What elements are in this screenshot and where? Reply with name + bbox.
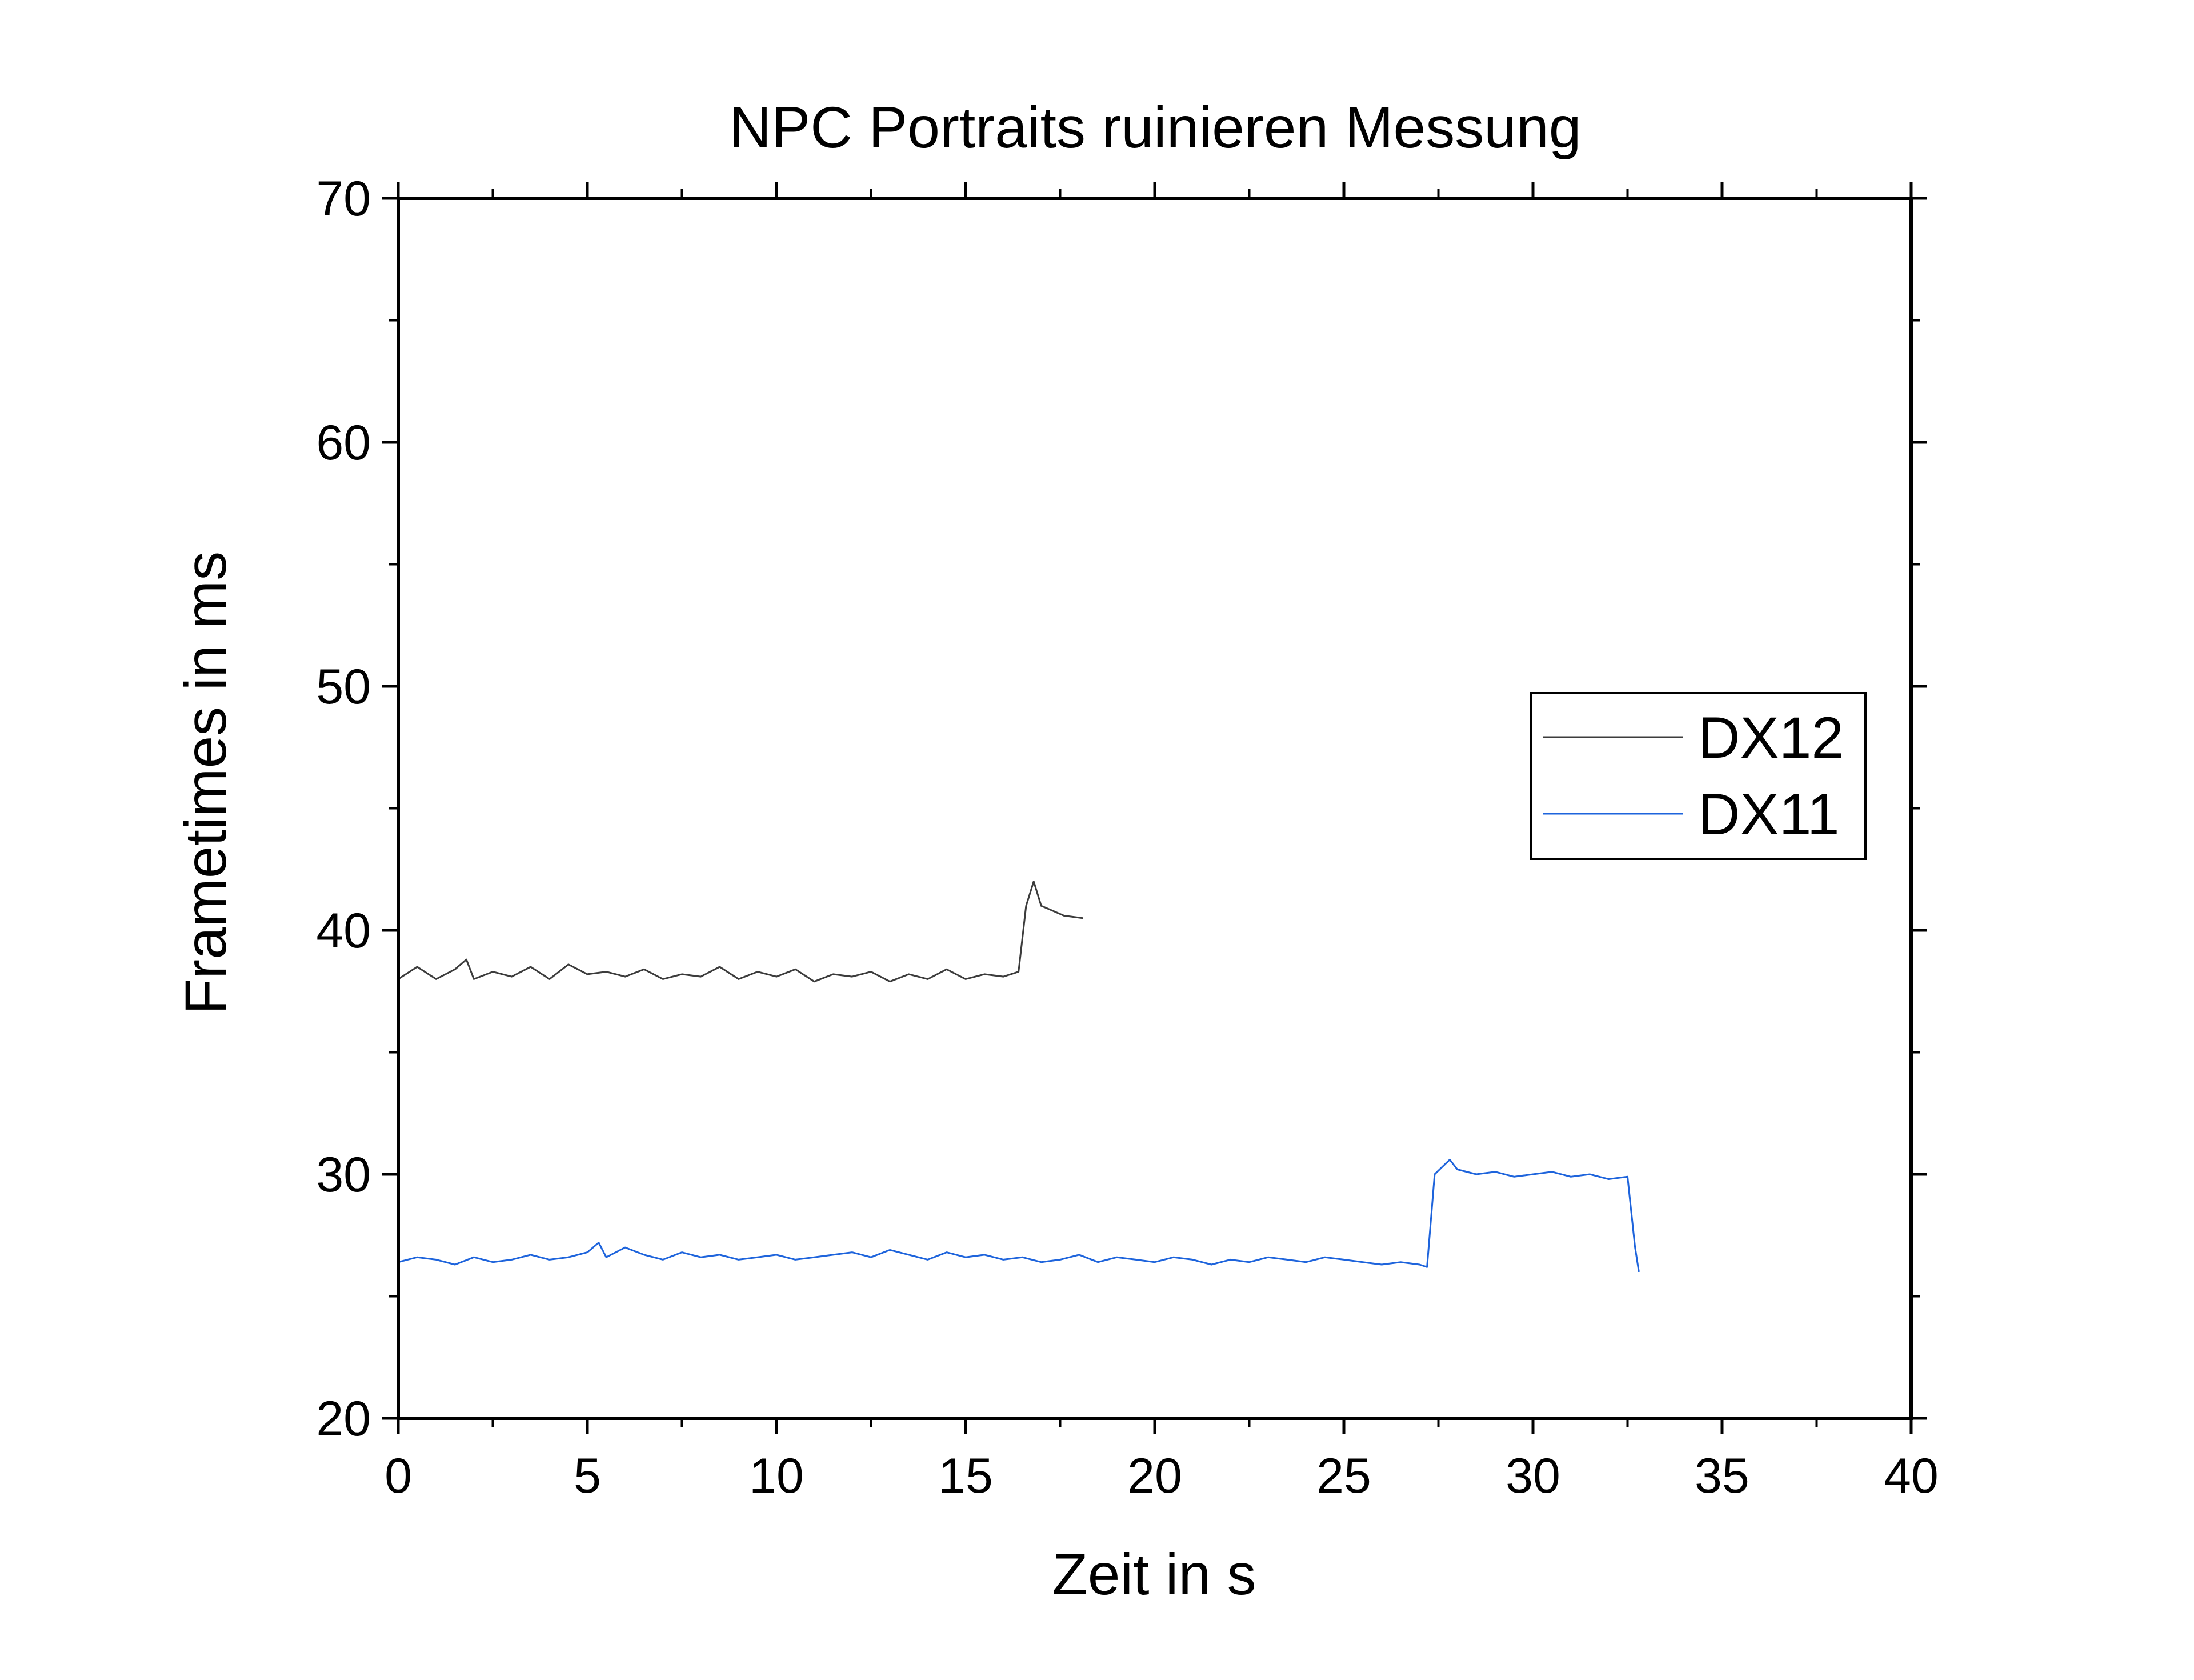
- y-tick-label: 40: [316, 903, 371, 958]
- series-line-dx11: [398, 1158, 1640, 1273]
- x-tick-label: 20: [1127, 1449, 1182, 1503]
- legend-box: [1530, 692, 1867, 860]
- y-tick-label: 50: [316, 659, 371, 714]
- y-axis-label: Frametimes in ms: [173, 551, 238, 1014]
- series-layer: [398, 881, 1640, 1273]
- x-tick-label: 10: [749, 1449, 804, 1503]
- x-tick-label: 0: [385, 1449, 412, 1503]
- x-tick-label: 30: [1506, 1449, 1560, 1503]
- chart-title: NPC Portraits ruinieren Messung: [730, 95, 1582, 160]
- x-tick-label: 5: [574, 1449, 601, 1503]
- x-tick-label: 35: [1695, 1449, 1749, 1503]
- y-tick-label: 60: [316, 415, 371, 470]
- legend: DX12 DX11: [1530, 692, 1867, 860]
- x-tick-label: 15: [938, 1449, 993, 1503]
- y-tick-label: 30: [316, 1147, 371, 1202]
- tick-layer: 0 5 10 15 20 25 30 35 40 20 30 40 50 60 70: [316, 171, 1939, 1503]
- x-tick-label: 40: [1884, 1449, 1939, 1503]
- series-line-dx12: [398, 881, 1083, 983]
- y-tick-label: 70: [316, 171, 371, 226]
- legend-label-dx11: DX11: [1698, 782, 1840, 847]
- x-tick-label: 25: [1316, 1449, 1371, 1503]
- y-tick-label: 20: [316, 1391, 371, 1446]
- legend-label-dx12: DX12: [1698, 705, 1844, 770]
- x-axis-label: Zeit in s: [1052, 1542, 1256, 1607]
